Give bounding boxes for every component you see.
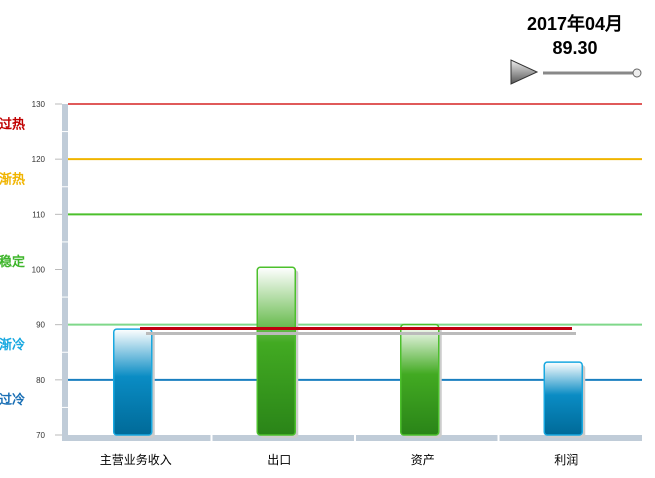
index-value: 89.30: [552, 38, 598, 58]
x-category-label: 主营业务收入: [100, 452, 172, 467]
x-axis-bar: [62, 435, 642, 441]
period-label: 2017年04月: [526, 14, 624, 34]
y-tick-label: 80: [36, 376, 45, 385]
y-tick-label: 100: [32, 266, 46, 275]
zone-label: 过冷: [0, 392, 25, 408]
zone-label: 稳定: [0, 254, 25, 270]
bar: [256, 266, 296, 436]
bar: [113, 328, 153, 436]
playback-control: [510, 59, 642, 85]
x-category-label: 出口: [267, 453, 291, 467]
zone-label: 渐冷: [0, 337, 25, 353]
x-category-label: 利润: [554, 453, 578, 467]
y-tick-label: 90: [36, 321, 45, 330]
bar: [400, 323, 440, 436]
y-tick-label: 130: [32, 100, 46, 109]
time-slider-handle[interactable]: [632, 68, 642, 78]
bar: [543, 361, 583, 436]
y-tick-label: 110: [32, 210, 45, 219]
y-tick-label: 70: [36, 431, 45, 440]
y-axis-bar: [62, 104, 68, 441]
zone-label: 过热: [0, 116, 25, 132]
zone-label: 渐热: [0, 171, 25, 187]
play-triangle-icon[interactable]: [510, 59, 539, 85]
x-category-label: 资产: [411, 453, 435, 467]
period-header: 2017年04月 89.30: [505, 12, 645, 60]
y-tick-label: 120: [32, 155, 46, 164]
